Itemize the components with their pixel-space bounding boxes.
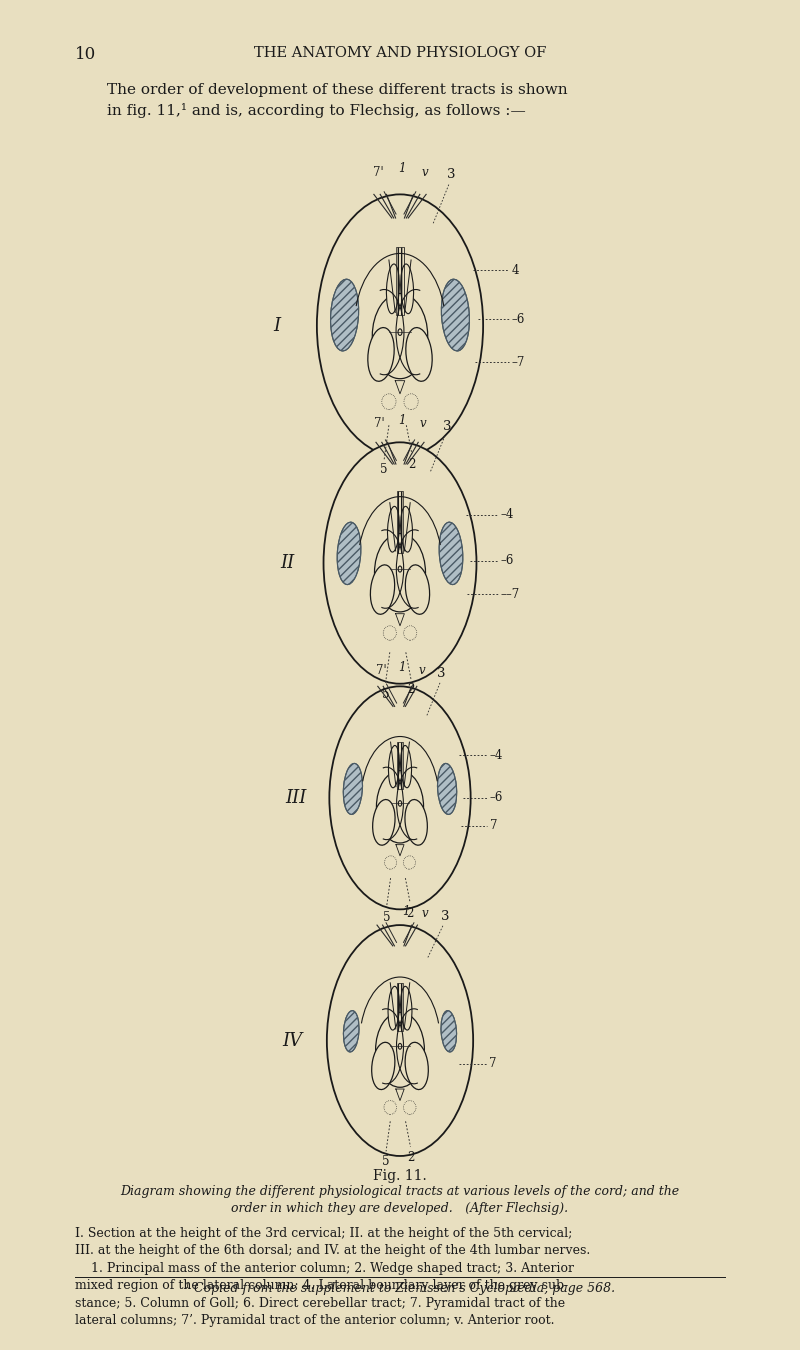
Ellipse shape xyxy=(337,522,361,585)
Ellipse shape xyxy=(405,799,427,845)
Text: 5: 5 xyxy=(382,1156,390,1168)
Ellipse shape xyxy=(441,1011,457,1052)
Ellipse shape xyxy=(401,506,413,552)
Ellipse shape xyxy=(368,328,394,381)
Text: The order of development of these different tracts is shown
in fig. 11,¹ and is,: The order of development of these differ… xyxy=(107,82,568,117)
Ellipse shape xyxy=(401,265,414,313)
Ellipse shape xyxy=(327,925,473,1156)
Text: 7': 7' xyxy=(374,417,385,431)
Text: 3: 3 xyxy=(447,169,456,181)
Text: ––7: ––7 xyxy=(501,587,520,601)
Text: –6: –6 xyxy=(501,554,514,567)
Ellipse shape xyxy=(438,764,457,814)
Ellipse shape xyxy=(386,265,399,313)
Text: 3: 3 xyxy=(438,667,446,679)
Text: 7: 7 xyxy=(490,1057,497,1071)
Text: 1: 1 xyxy=(398,662,406,674)
Ellipse shape xyxy=(373,799,395,845)
Text: ¹ Copied from the supplement to Ziemssen’s Cyclopædia, page 568.: ¹ Copied from the supplement to Ziemssen… xyxy=(185,1282,615,1295)
Text: 7': 7' xyxy=(373,166,383,178)
Text: Diagram showing the different physiological tracts at various levels of the cord: Diagram showing the different physiologi… xyxy=(121,1185,679,1215)
Ellipse shape xyxy=(388,987,399,1030)
Text: II: II xyxy=(280,554,294,572)
Ellipse shape xyxy=(389,745,399,788)
Text: 5: 5 xyxy=(382,911,390,923)
Text: –6: –6 xyxy=(512,312,525,325)
Text: 2: 2 xyxy=(408,458,415,471)
Ellipse shape xyxy=(374,533,426,612)
Text: 3: 3 xyxy=(443,420,451,432)
Text: v: v xyxy=(418,664,425,678)
Text: 7': 7' xyxy=(376,664,386,678)
Polygon shape xyxy=(396,1089,404,1100)
Ellipse shape xyxy=(387,506,399,552)
Text: 1: 1 xyxy=(398,162,406,174)
Ellipse shape xyxy=(330,686,470,910)
Text: I. Section at the height of the 3rd cervical; II. at the height of the 5th cervi: I. Section at the height of the 3rd cerv… xyxy=(75,1227,590,1327)
Text: IV: IV xyxy=(282,1031,302,1049)
Ellipse shape xyxy=(343,1011,359,1052)
Polygon shape xyxy=(396,845,404,856)
Text: 1: 1 xyxy=(402,904,410,918)
Text: Fig. 11.: Fig. 11. xyxy=(373,1169,427,1183)
Text: THE ANATOMY AND PHYSIOLOGY OF: THE ANATOMY AND PHYSIOLOGY OF xyxy=(254,46,546,61)
Text: v: v xyxy=(420,417,426,431)
Text: 3: 3 xyxy=(441,910,450,923)
Ellipse shape xyxy=(376,1012,424,1087)
Text: 2: 2 xyxy=(407,683,414,695)
Ellipse shape xyxy=(442,279,470,351)
Text: 1: 1 xyxy=(398,413,406,427)
Ellipse shape xyxy=(439,522,463,585)
Ellipse shape xyxy=(406,564,430,614)
Text: I: I xyxy=(274,316,281,335)
Ellipse shape xyxy=(401,745,411,788)
Text: v: v xyxy=(422,166,429,178)
Ellipse shape xyxy=(377,771,423,842)
Ellipse shape xyxy=(370,564,394,614)
Ellipse shape xyxy=(330,279,358,351)
Ellipse shape xyxy=(317,194,483,456)
Ellipse shape xyxy=(401,987,412,1030)
Polygon shape xyxy=(395,381,405,394)
Ellipse shape xyxy=(372,293,428,379)
Ellipse shape xyxy=(405,1042,428,1089)
Polygon shape xyxy=(396,614,404,626)
Text: III: III xyxy=(285,788,306,807)
Text: 2: 2 xyxy=(406,1150,414,1164)
Ellipse shape xyxy=(323,443,477,683)
Text: 4: 4 xyxy=(512,265,519,277)
Text: 10: 10 xyxy=(75,46,97,63)
Text: 2: 2 xyxy=(406,907,414,919)
Text: –6: –6 xyxy=(490,791,503,805)
Ellipse shape xyxy=(372,1042,395,1089)
Ellipse shape xyxy=(406,328,432,381)
Ellipse shape xyxy=(343,764,362,814)
Text: 5: 5 xyxy=(381,463,388,477)
Text: 5: 5 xyxy=(382,687,389,701)
Text: –4: –4 xyxy=(490,749,503,761)
Text: 7: 7 xyxy=(490,819,498,832)
Text: –7: –7 xyxy=(512,356,525,369)
Text: v: v xyxy=(421,907,428,921)
Text: –4: –4 xyxy=(501,508,514,521)
